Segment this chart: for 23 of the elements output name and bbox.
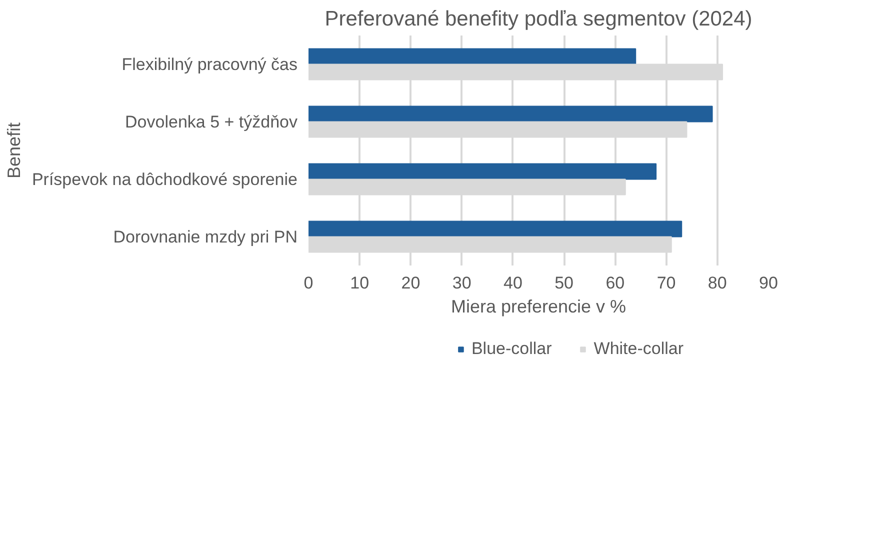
y-axis-title: Benefit — [4, 122, 24, 179]
legend-label: Blue-collar — [471, 339, 552, 359]
bar — [308, 106, 713, 122]
x-tick-label: 20 — [401, 274, 420, 292]
y-tick-label: Dorovnanie mzdy pri PN — [113, 227, 298, 246]
y-tick-label: Flexibilný pracovný čas — [122, 54, 298, 74]
x-tick-label: 60 — [606, 274, 625, 292]
y-tick-label: Príspevok na dôchodkové sporenie — [32, 170, 298, 189]
x-tick-label: 50 — [554, 274, 574, 292]
bar — [308, 48, 636, 65]
x-tick-label: 0 — [304, 274, 314, 292]
legend-label: White-collar — [594, 339, 684, 359]
x-tick-label: 40 — [503, 274, 522, 292]
x-tick-label: 80 — [708, 274, 727, 292]
bar — [308, 220, 682, 238]
x-axis-title: Miera preferencie v % — [450, 296, 626, 316]
x-tick-label: 30 — [452, 274, 472, 292]
chart-title: Preferované benefity podľa segmentov (2024) — [324, 8, 752, 30]
y-tick-label: Dovolenka 5 + týždňov — [125, 112, 298, 132]
bar — [308, 163, 657, 180]
x-tick-label: 70 — [656, 274, 676, 292]
x-tick-label: 10 — [350, 274, 370, 292]
x-tick-label: 90 — [759, 274, 778, 292]
